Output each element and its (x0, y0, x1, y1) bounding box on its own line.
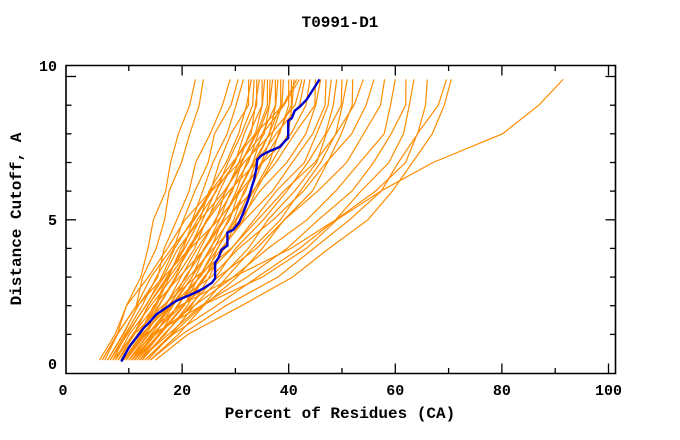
model-curve (106, 79, 303, 361)
x-tick-label: 0 (58, 383, 67, 400)
model-curve (139, 79, 292, 361)
model-curve (155, 79, 452, 361)
model-curve (114, 79, 311, 361)
model-curve (120, 79, 316, 361)
x-tick-label: 20 (173, 383, 191, 400)
model-curve (133, 79, 279, 361)
y-tick-label: 10 (39, 59, 57, 76)
plot-title: T0991-D1 (301, 14, 379, 32)
model-curve (125, 79, 268, 361)
model-curve (139, 79, 407, 361)
model-curve (133, 79, 396, 361)
model-curve (128, 79, 271, 361)
highlight-curve (120, 78, 321, 363)
model-curve (136, 79, 332, 361)
model-curve (144, 79, 343, 361)
x-tick-label: 40 (280, 383, 298, 400)
model-curve (98, 79, 298, 361)
model-curve (128, 78, 564, 361)
y-tick-label: 0 (48, 357, 57, 374)
model-curve (117, 79, 364, 361)
model-curve (109, 79, 306, 361)
x-tick-label: 80 (493, 383, 511, 400)
model-curve (131, 79, 327, 361)
model-curve (131, 79, 276, 361)
model-curve (128, 79, 386, 361)
model-curve (123, 79, 448, 361)
model-curve (101, 79, 300, 361)
x-tick-label: 100 (595, 383, 622, 400)
model-curve (147, 79, 348, 361)
plot-frame (65, 64, 617, 375)
x-tick-label: 60 (386, 383, 404, 400)
model-curve (117, 79, 258, 361)
model-curve (149, 79, 428, 361)
model-curve (109, 79, 239, 361)
y-tick-label: 5 (48, 213, 57, 230)
model-curve (123, 79, 375, 361)
x-axis-label: Percent of Residues (CA) (224, 405, 456, 423)
